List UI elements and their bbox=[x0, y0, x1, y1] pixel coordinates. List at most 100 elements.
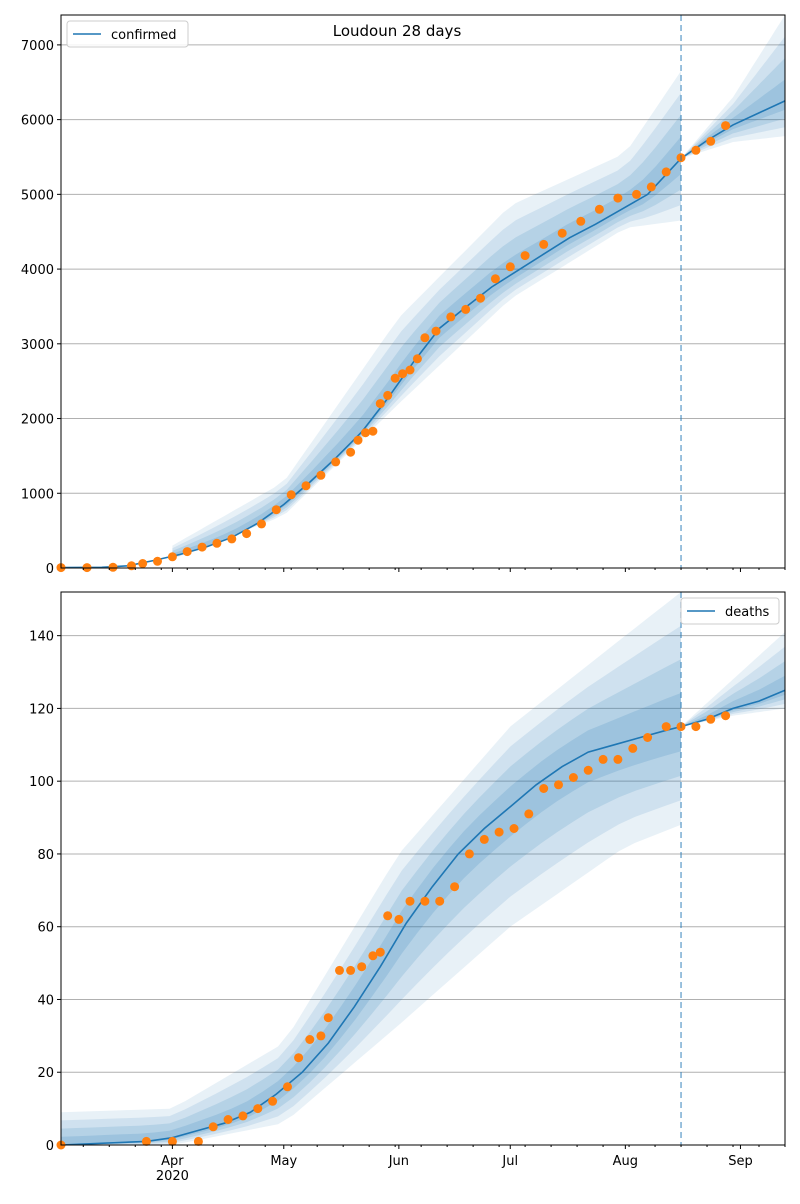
observed-point bbox=[661, 722, 671, 732]
observed-point bbox=[420, 896, 430, 906]
observed-point bbox=[464, 849, 474, 859]
observed-point bbox=[721, 711, 731, 721]
y-tick-label: 20 bbox=[37, 1066, 54, 1081]
axes-frame bbox=[60, 14, 786, 569]
observed-point bbox=[394, 914, 404, 924]
uncertainty-band bbox=[681, 632, 785, 727]
observed-point bbox=[646, 182, 656, 192]
observed-point bbox=[643, 733, 653, 742]
y-tick-label: 40 bbox=[37, 993, 54, 1008]
observed-point bbox=[524, 809, 534, 819]
observed-point bbox=[431, 326, 441, 336]
observed-point bbox=[331, 457, 341, 467]
observed-point bbox=[193, 1136, 203, 1146]
uncertainty-band bbox=[172, 136, 681, 557]
uncertainty-band bbox=[61, 592, 681, 1145]
observed-point bbox=[557, 228, 567, 238]
observed-point bbox=[138, 559, 148, 568]
observed-point bbox=[628, 743, 638, 753]
y-tick-label: 4000 bbox=[21, 263, 54, 278]
observed-point bbox=[446, 312, 456, 322]
observed-point bbox=[479, 834, 489, 844]
x-tick-label: Jul bbox=[501, 1154, 518, 1169]
observed-point bbox=[613, 193, 623, 203]
observed-point bbox=[661, 167, 671, 177]
observed-point bbox=[583, 765, 593, 775]
observed-point bbox=[706, 714, 716, 724]
observed-point bbox=[721, 121, 731, 131]
observed-point bbox=[520, 251, 530, 261]
observed-point bbox=[405, 896, 415, 906]
observed-point bbox=[141, 1136, 151, 1146]
observed-point bbox=[353, 435, 363, 445]
legend-label: deaths bbox=[725, 605, 770, 620]
observed-point bbox=[346, 965, 356, 975]
observed-point bbox=[227, 534, 237, 544]
legend-box bbox=[66, 20, 189, 48]
observed-point bbox=[598, 754, 608, 764]
uncertainty-band bbox=[172, 71, 681, 559]
y-tick-label: 120 bbox=[29, 702, 54, 717]
y-tick-label: 1000 bbox=[21, 487, 54, 502]
observed-point bbox=[361, 428, 370, 438]
y-tick-label: 6000 bbox=[21, 114, 54, 129]
observed-point bbox=[335, 965, 344, 975]
observed-point bbox=[494, 827, 504, 837]
uncertainty-band bbox=[681, 58, 785, 159]
observed-point bbox=[242, 529, 252, 539]
observed-point bbox=[568, 773, 578, 782]
observed-point bbox=[223, 1115, 233, 1124]
uncertainty-band bbox=[61, 693, 681, 1145]
observed-point bbox=[212, 538, 222, 548]
y-tick-label: 60 bbox=[37, 921, 54, 936]
x-tick-label: 2020 bbox=[156, 1169, 189, 1184]
observed-point bbox=[576, 216, 586, 226]
observed-point bbox=[375, 399, 385, 409]
uncertainty-band bbox=[61, 659, 681, 1145]
observed-point bbox=[268, 1096, 278, 1106]
observed-point bbox=[539, 239, 549, 249]
confirmed-panel: 0 1000 2000 3000 4000 5000 6000 7000 confirmed bbox=[21, 14, 786, 577]
uncertainty-band bbox=[681, 646, 785, 727]
observed-point bbox=[613, 754, 623, 764]
y-tick-label: 3000 bbox=[21, 338, 54, 353]
x-tick-label: Sep bbox=[728, 1154, 753, 1169]
y-tick-label: 140 bbox=[29, 630, 54, 645]
observed-point bbox=[412, 354, 422, 364]
observed-point bbox=[632, 189, 641, 199]
observed-point bbox=[461, 304, 471, 314]
x-tick-label: Aug bbox=[613, 1154, 638, 1169]
observed-point bbox=[167, 1136, 177, 1146]
x-tick-label: May bbox=[270, 1154, 297, 1169]
model-line-confirmed bbox=[60, 100, 786, 569]
observed-point bbox=[383, 911, 393, 921]
observed-point bbox=[368, 426, 378, 436]
uncertainty-band bbox=[681, 36, 785, 159]
observed-point bbox=[490, 274, 500, 284]
observed-point bbox=[383, 390, 393, 400]
y-tick-label: 0 bbox=[46, 562, 54, 577]
observed-point bbox=[301, 481, 311, 491]
observed-point bbox=[294, 1053, 304, 1063]
legend: deaths bbox=[680, 597, 780, 625]
y-tick-label: 0 bbox=[46, 1139, 54, 1154]
observed-point bbox=[283, 1082, 292, 1092]
observed-point bbox=[316, 1031, 326, 1041]
observed-point bbox=[450, 882, 460, 892]
observed-point bbox=[208, 1122, 218, 1132]
observed-point bbox=[476, 293, 485, 303]
uncertainty-band bbox=[172, 92, 681, 559]
y-tick-label: 2000 bbox=[21, 413, 54, 428]
observed-point bbox=[253, 1104, 263, 1114]
model-line-deaths bbox=[60, 689, 786, 1146]
observed-point bbox=[316, 470, 326, 480]
observed-point bbox=[238, 1111, 248, 1121]
uncertainty-band bbox=[681, 661, 785, 727]
legend-label: confirmed bbox=[111, 28, 177, 43]
observed-point bbox=[271, 505, 281, 515]
observed-point bbox=[405, 365, 415, 375]
observed-point bbox=[197, 542, 207, 552]
uncertainty-band bbox=[681, 675, 785, 727]
